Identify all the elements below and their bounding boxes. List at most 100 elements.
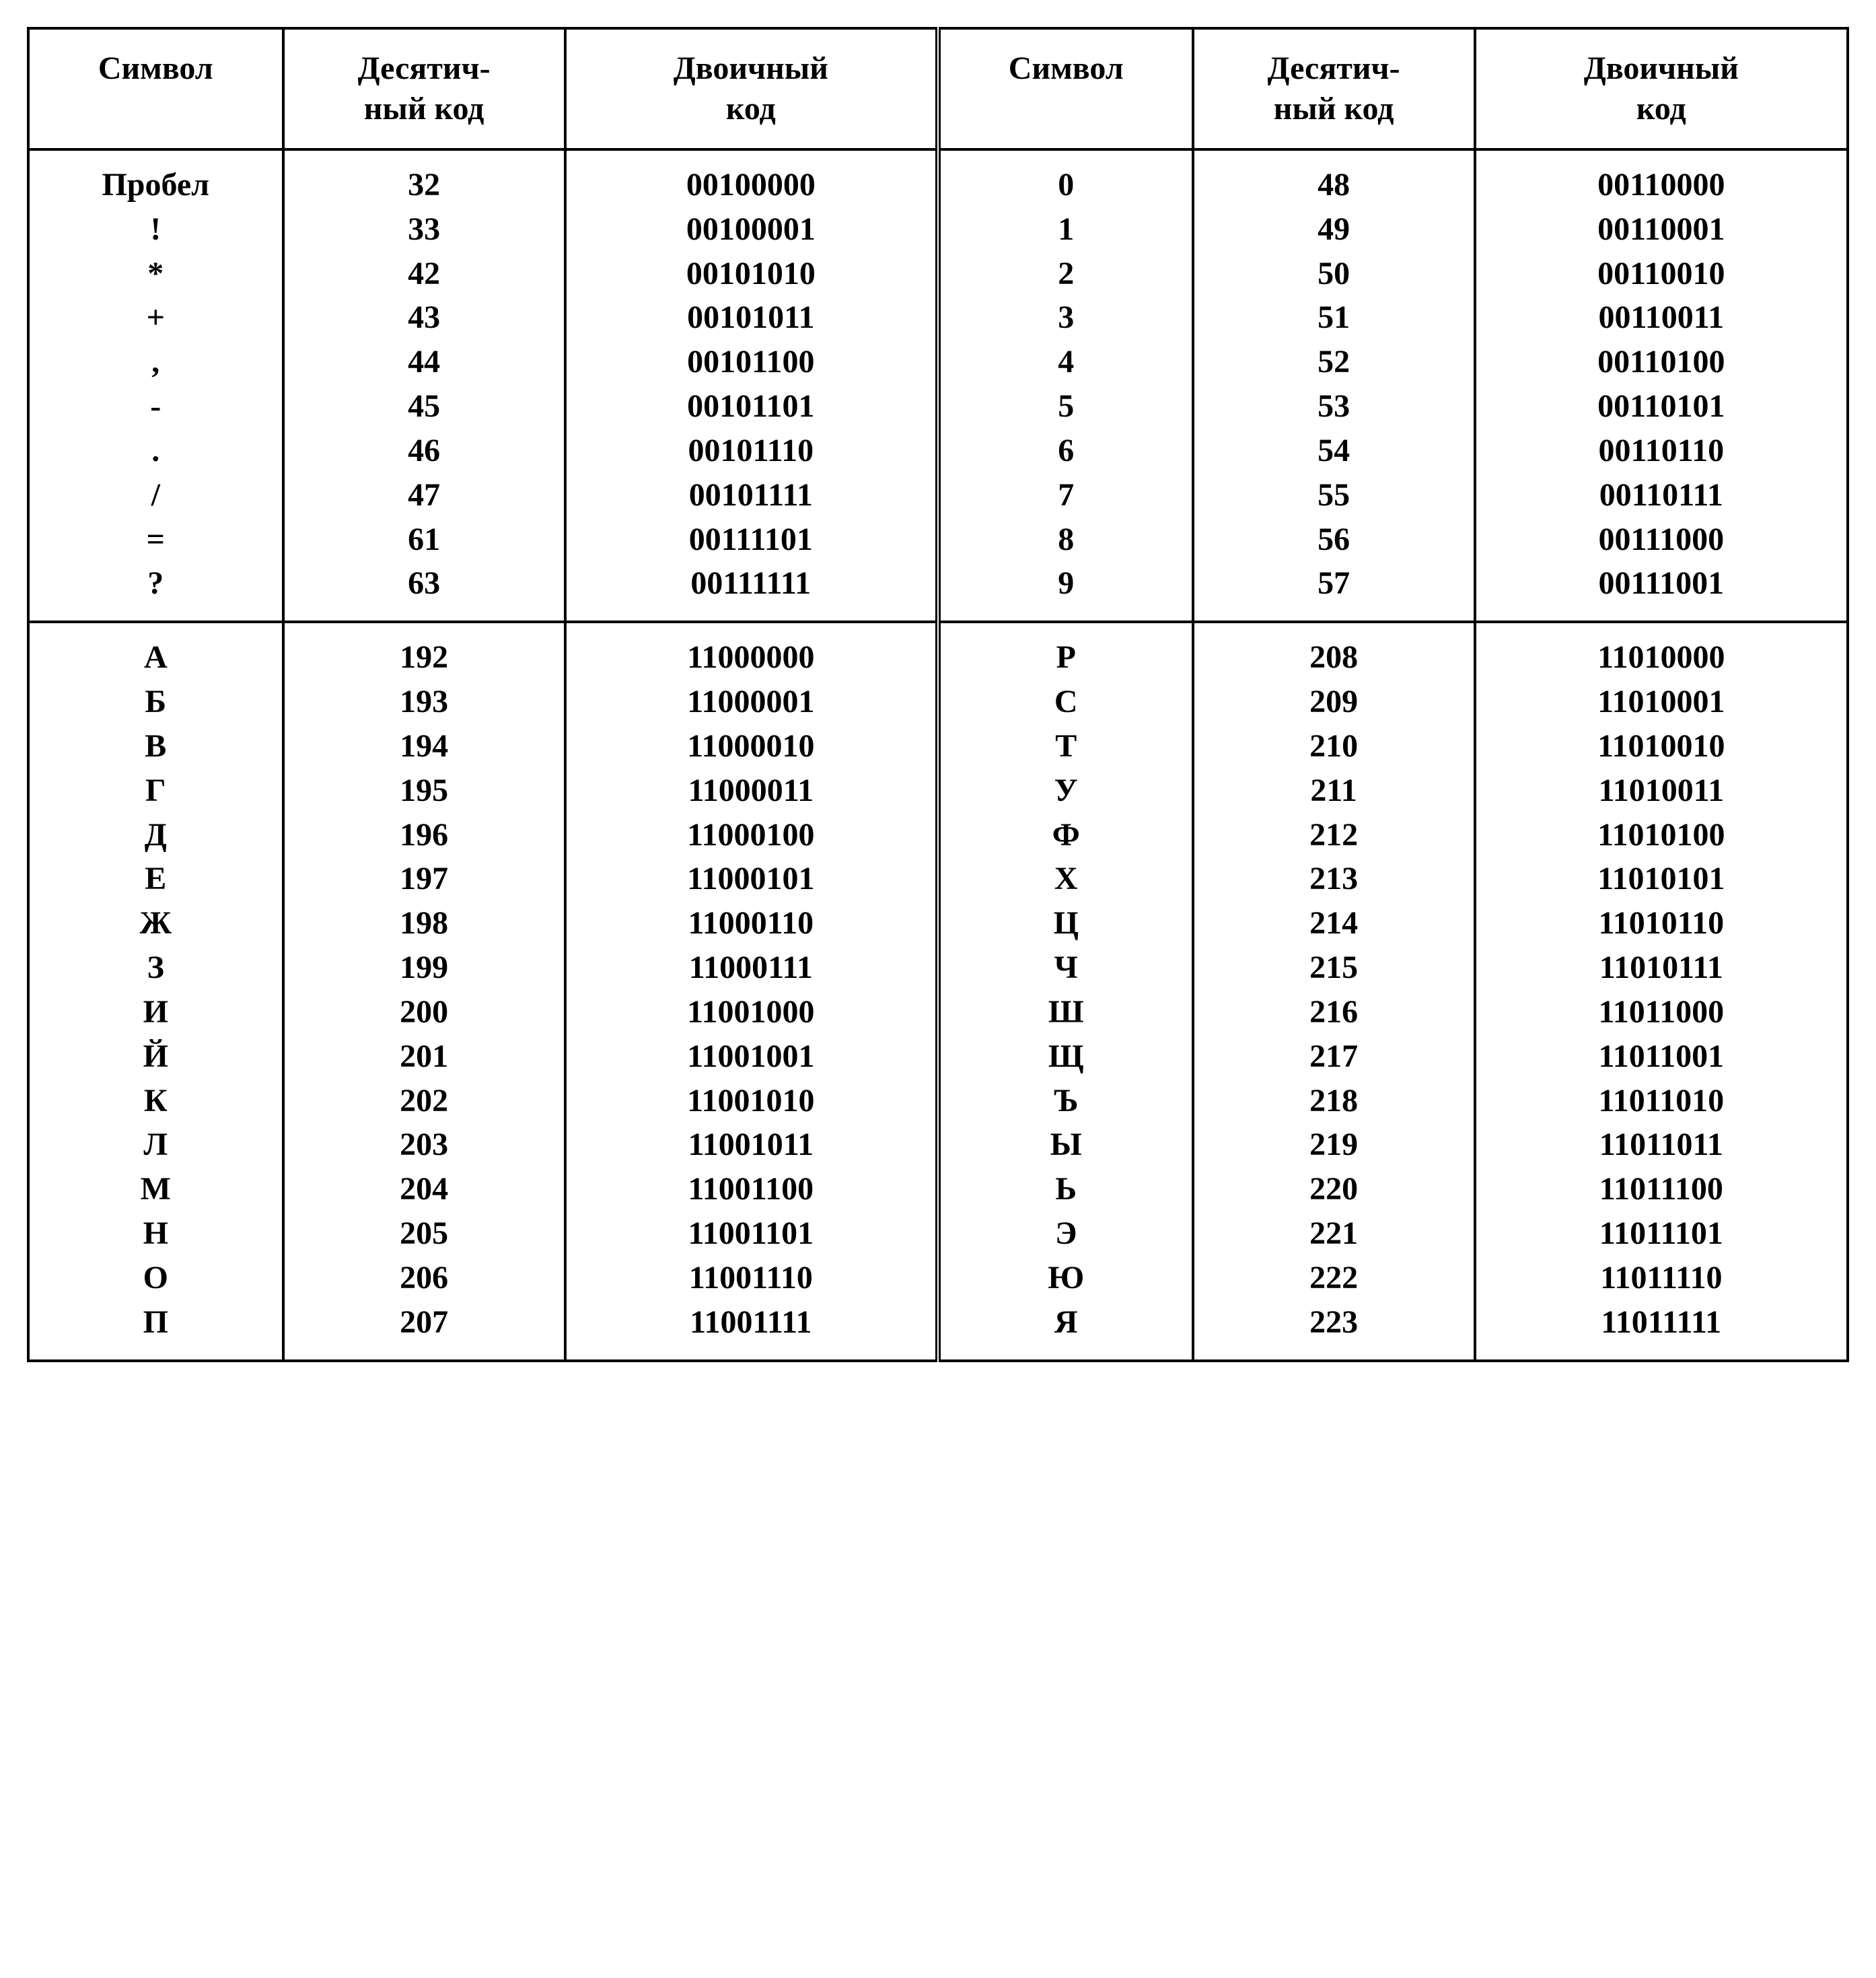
cell-symbol: Т (941, 724, 1192, 769)
cell-binary: 11001000 (567, 990, 935, 1034)
cell-decimal: 214 (1194, 901, 1474, 946)
cell-binary: 11000010 (567, 724, 935, 769)
cell-decimal: 223 (1194, 1300, 1474, 1345)
cell-binary: 00110001 (1476, 207, 1846, 252)
cell-decimal: 44 (285, 340, 564, 384)
cell-binary: 11010001 (1476, 680, 1846, 724)
cell-symbol: . (30, 429, 282, 473)
cell-symbol: 7 (941, 473, 1192, 518)
cell-symbol: Г (30, 769, 282, 813)
cell-symbol: 5 (941, 384, 1192, 429)
cell-binary: 11011100 (1476, 1167, 1846, 1211)
cell-binary: 00110010 (1476, 252, 1846, 296)
cell-symbol: 6 (941, 429, 1192, 473)
cell-binary: 00100001 (567, 207, 935, 252)
cell-decimal: 49 (1194, 207, 1474, 252)
cell-decimal: 213 (1194, 857, 1474, 901)
table-cell: 0011000000110001001100100011001100110100… (1475, 149, 1848, 622)
cell-binary: 11010111 (1476, 946, 1846, 990)
cell-binary: 00111111 (567, 561, 935, 606)
cell-decimal: 222 (1194, 1256, 1474, 1300)
table-cell: 32334243444546476163 (283, 149, 565, 622)
cell-binary: 11000100 (567, 813, 935, 857)
cell-decimal: 56 (1194, 518, 1474, 562)
cell-symbol: И (30, 990, 282, 1034)
cell-decimal: 207 (285, 1300, 564, 1345)
cell-symbol: Ч (941, 946, 1192, 990)
cell-decimal: 55 (1194, 473, 1474, 518)
cell-binary: 11010110 (1476, 901, 1846, 946)
cell-decimal: 217 (1194, 1034, 1474, 1079)
cell-binary: 11000101 (567, 857, 935, 901)
cell-symbol: Р (941, 635, 1192, 680)
cell-binary: 11011000 (1476, 990, 1846, 1034)
encoding-table: Символ Десятич-ный код Двоичныйкод Симво… (27, 27, 1849, 1362)
cell-decimal: 218 (1194, 1079, 1474, 1123)
cell-symbol: Ю (941, 1256, 1192, 1300)
table-cell: 0123456789 (938, 149, 1193, 622)
cell-symbol: О (30, 1256, 282, 1300)
cell-binary: 11011010 (1476, 1079, 1846, 1123)
cell-symbol: Л (30, 1123, 282, 1167)
cell-binary: 00111000 (1476, 518, 1846, 562)
cell-symbol: Й (30, 1034, 282, 1079)
table-cell: 1101000011010001110100101101001111010100… (1475, 622, 1848, 1360)
cell-binary: 11000011 (567, 769, 935, 813)
table-cell: 0010000000100001001010100010101100101100… (565, 149, 938, 622)
cell-decimal: 52 (1194, 340, 1474, 384)
cell-binary: 11001001 (567, 1034, 935, 1079)
cell-binary: 11000001 (567, 680, 935, 724)
cell-binary: 00110111 (1476, 473, 1846, 518)
cell-symbol: - (30, 384, 282, 429)
cell-symbol: ? (30, 561, 282, 606)
table-cell: АБВГДЕЖЗИЙКЛМНОП (28, 622, 283, 1360)
cell-binary: 00110100 (1476, 340, 1846, 384)
cell-binary: 00110000 (1476, 163, 1846, 207)
cell-symbol: У (941, 769, 1192, 813)
cell-decimal: 212 (1194, 813, 1474, 857)
cell-decimal: 194 (285, 724, 564, 769)
cell-decimal: 196 (285, 813, 564, 857)
cell-decimal: 195 (285, 769, 564, 813)
table-header: Символ Десятич-ный код Двоичныйкод Симво… (28, 28, 1848, 149)
cell-binary: 11011101 (1476, 1211, 1846, 1256)
cell-symbol: Ы (941, 1123, 1192, 1167)
cell-decimal: 32 (285, 163, 564, 207)
cell-decimal: 192 (285, 635, 564, 680)
cell-binary: 00101100 (567, 340, 935, 384)
cell-binary: 00101011 (567, 295, 935, 340)
cell-symbol: Ь (941, 1167, 1192, 1211)
cell-symbol: Х (941, 857, 1192, 901)
cell-symbol: * (30, 252, 282, 296)
cell-decimal: 50 (1194, 252, 1474, 296)
cell-decimal: 45 (285, 384, 564, 429)
cell-binary: 11010100 (1476, 813, 1846, 857)
cell-symbol: Б (30, 680, 282, 724)
table-cell: 48495051525354555657 (1193, 149, 1475, 622)
cell-decimal: 33 (285, 207, 564, 252)
cell-decimal: 208 (1194, 635, 1474, 680)
cell-binary: 00111001 (1476, 561, 1846, 606)
cell-decimal: 198 (285, 901, 564, 946)
cell-binary: 11010011 (1476, 769, 1846, 813)
cell-binary: 00101010 (567, 252, 935, 296)
cell-decimal: 63 (285, 561, 564, 606)
col-header-decimal-right: Десятич-ный код (1193, 28, 1475, 149)
cell-binary: 11001111 (567, 1300, 935, 1345)
cell-binary: 11000000 (567, 635, 935, 680)
cell-symbol: 0 (941, 163, 1192, 207)
cell-binary: 11010000 (1476, 635, 1846, 680)
table-cell: 1921931941951961971981992002012022032042… (283, 622, 565, 1360)
cell-binary: 00110110 (1476, 429, 1846, 473)
cell-decimal: 204 (285, 1167, 564, 1211)
cell-symbol: 1 (941, 207, 1192, 252)
cell-binary: 00101101 (567, 384, 935, 429)
cell-decimal: 199 (285, 946, 564, 990)
col-header-symbol-right: Символ (938, 28, 1193, 149)
cell-binary: 11000111 (567, 946, 935, 990)
cell-symbol: Щ (941, 1034, 1192, 1079)
cell-symbol: = (30, 518, 282, 562)
cell-symbol: Я (941, 1300, 1192, 1345)
cell-decimal: 47 (285, 473, 564, 518)
cell-binary: 00111101 (567, 518, 935, 562)
